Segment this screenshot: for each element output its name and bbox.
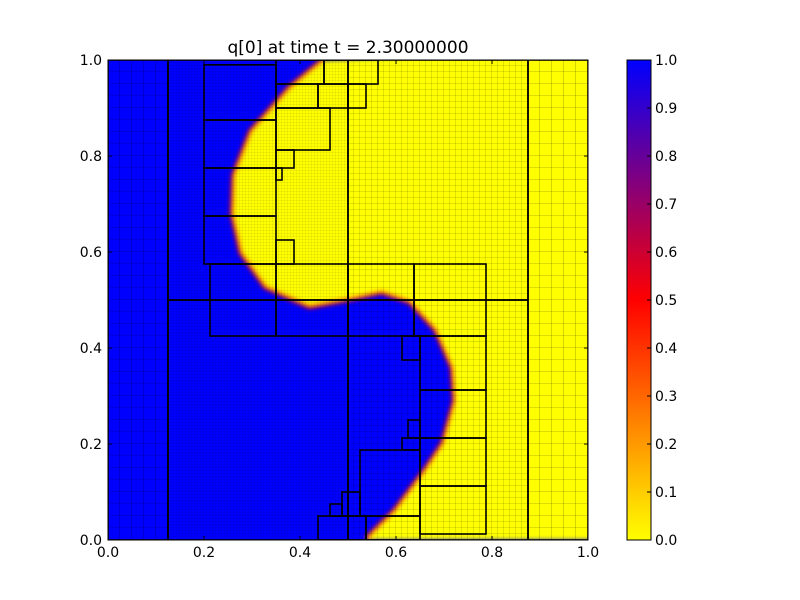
amr-patch bbox=[347, 60, 529, 301]
y-tick-label: 0.4 bbox=[80, 341, 102, 357]
colorbar-tick-label: 0.6 bbox=[655, 245, 677, 261]
y-tick-label: 0.6 bbox=[80, 245, 102, 261]
amr-patch bbox=[275, 167, 283, 181]
y-tick-label: 0.2 bbox=[80, 437, 102, 453]
colorbar-tick-label: 0.1 bbox=[655, 485, 677, 501]
x-tick-label: 0.4 bbox=[289, 545, 311, 561]
amr-patch bbox=[347, 83, 367, 109]
colorbar-tick-label: 0.7 bbox=[655, 197, 677, 213]
colorbar-tick-label: 0.5 bbox=[655, 293, 677, 309]
amr-patch bbox=[275, 107, 331, 151]
colorbar-tick-label: 0.3 bbox=[655, 389, 677, 405]
x-tick-label: 1.0 bbox=[577, 545, 599, 561]
colorbar-tick-label: 0.4 bbox=[655, 341, 677, 357]
x-axis: 0.0 0.2 0.4 0.6 0.8 1.0 bbox=[97, 60, 599, 561]
colorbar-axis: 0.0 0.1 0.2 0.3 0.4 0.5 0.6 0.7 0.8 0.9 1.0 bbox=[647, 53, 677, 549]
y-tick-label: 0.8 bbox=[80, 149, 102, 165]
colorbar-tick-label: 0.8 bbox=[655, 149, 677, 165]
x-tick-label: 0.2 bbox=[193, 545, 215, 561]
colorbar-tick-label: 0.2 bbox=[655, 437, 677, 453]
y-axis: 0.0 0.2 0.4 0.6 0.8 1.0 bbox=[80, 53, 588, 549]
colorbar-tick-label: 0.0 bbox=[655, 533, 677, 549]
plot-area bbox=[108, 60, 588, 540]
plot-frame bbox=[107, 59, 589, 541]
amr-patches bbox=[108, 60, 588, 540]
colorbar-tick-label: 1.0 bbox=[655, 53, 677, 69]
x-tick-label: 0.6 bbox=[385, 545, 407, 561]
y-tick-label: 0.0 bbox=[80, 533, 102, 549]
chart-title: q[0] at time t = 2.30000000 bbox=[227, 38, 468, 58]
amr-patch bbox=[275, 149, 295, 169]
y-tick-label: 1.0 bbox=[80, 53, 102, 69]
amr-patch bbox=[365, 515, 421, 540]
x-tick-label: 0.0 bbox=[97, 545, 119, 561]
x-tick-label: 0.8 bbox=[481, 545, 503, 561]
colorbar-tick-label: 0.9 bbox=[655, 101, 677, 117]
